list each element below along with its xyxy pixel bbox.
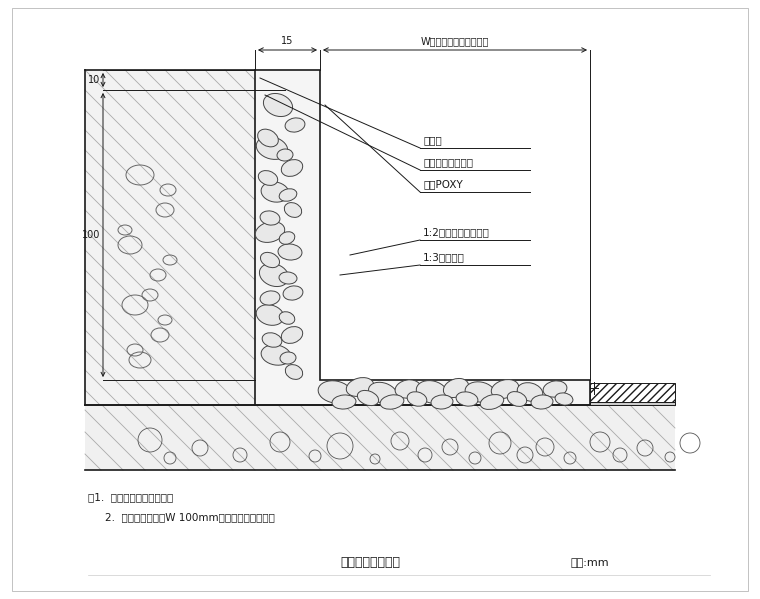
Ellipse shape xyxy=(407,392,427,406)
Ellipse shape xyxy=(260,211,280,225)
Ellipse shape xyxy=(318,381,352,403)
Ellipse shape xyxy=(279,311,295,324)
Ellipse shape xyxy=(264,93,293,117)
Text: 注1.  粉石子采天然彩色石。: 注1. 粉石子采天然彩色石。 xyxy=(88,492,173,502)
Ellipse shape xyxy=(256,305,283,325)
Text: 1:3水泥粉刷: 1:3水泥粉刷 xyxy=(423,252,465,262)
Ellipse shape xyxy=(258,129,278,147)
Ellipse shape xyxy=(491,380,519,398)
Polygon shape xyxy=(255,70,590,405)
Ellipse shape xyxy=(431,395,453,409)
Ellipse shape xyxy=(369,382,397,404)
Text: W（另详平面示意详图）: W（另详平面示意详图） xyxy=(421,36,489,46)
Ellipse shape xyxy=(283,286,303,300)
Ellipse shape xyxy=(456,392,478,406)
Polygon shape xyxy=(85,70,255,405)
Ellipse shape xyxy=(279,272,297,284)
Ellipse shape xyxy=(279,232,295,244)
Ellipse shape xyxy=(465,382,495,402)
Text: 15: 15 xyxy=(281,36,293,46)
Ellipse shape xyxy=(480,395,504,410)
Ellipse shape xyxy=(259,264,289,286)
Ellipse shape xyxy=(256,137,288,159)
Ellipse shape xyxy=(279,189,297,201)
Polygon shape xyxy=(85,405,675,470)
Text: 100: 100 xyxy=(81,230,100,240)
Ellipse shape xyxy=(285,118,305,132)
Text: 10: 10 xyxy=(87,75,100,85)
Ellipse shape xyxy=(260,291,280,305)
Ellipse shape xyxy=(261,182,289,202)
Ellipse shape xyxy=(285,365,302,379)
Text: 涂板POXY: 涂板POXY xyxy=(423,179,463,189)
Ellipse shape xyxy=(543,381,567,397)
Ellipse shape xyxy=(261,345,291,365)
Ellipse shape xyxy=(518,383,543,401)
Ellipse shape xyxy=(281,159,302,177)
Ellipse shape xyxy=(255,222,285,243)
Ellipse shape xyxy=(443,379,469,398)
Ellipse shape xyxy=(262,333,282,347)
Ellipse shape xyxy=(531,395,553,409)
Text: 2.  粉样粉石子数遇W 100mm平板者平分割调整。: 2. 粉样粉石子数遇W 100mm平板者平分割调整。 xyxy=(105,512,275,522)
Ellipse shape xyxy=(277,149,293,161)
Ellipse shape xyxy=(281,326,302,343)
Ellipse shape xyxy=(258,171,277,186)
Text: 网格刷涂一底二度: 网格刷涂一底二度 xyxy=(423,157,473,167)
Ellipse shape xyxy=(555,393,573,405)
Text: 粉石子踢脚大样图: 粉石子踢脚大样图 xyxy=(340,556,400,570)
Ellipse shape xyxy=(261,252,280,268)
Ellipse shape xyxy=(380,395,404,409)
Polygon shape xyxy=(590,383,675,402)
Ellipse shape xyxy=(347,377,374,397)
Text: 粉面层: 粉面层 xyxy=(423,135,442,145)
Ellipse shape xyxy=(284,202,302,217)
Ellipse shape xyxy=(395,380,421,398)
Text: 单位:mm: 单位:mm xyxy=(571,558,610,568)
Ellipse shape xyxy=(357,391,378,406)
Ellipse shape xyxy=(416,380,448,403)
Text: 1:2水泥粉天然彩石粉: 1:2水泥粉天然彩石粉 xyxy=(423,227,490,237)
Ellipse shape xyxy=(280,352,296,364)
Ellipse shape xyxy=(278,244,302,260)
Ellipse shape xyxy=(332,395,356,409)
Polygon shape xyxy=(590,402,675,405)
Ellipse shape xyxy=(508,392,527,406)
